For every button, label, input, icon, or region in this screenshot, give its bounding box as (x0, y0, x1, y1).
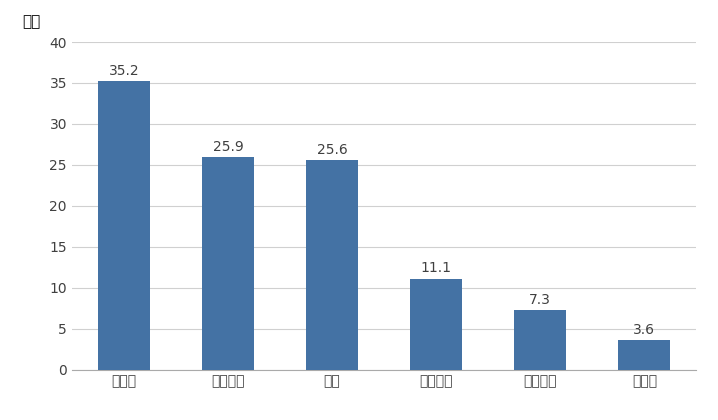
Text: 7.3: 7.3 (529, 293, 551, 307)
Bar (306, 160, 358, 370)
Text: 35.2: 35.2 (108, 64, 139, 78)
Bar (618, 340, 671, 370)
Text: 25.9: 25.9 (213, 140, 243, 154)
Text: 万人: 万人 (22, 14, 40, 29)
Bar (202, 158, 254, 370)
Text: 11.1: 11.1 (421, 261, 452, 276)
Bar (514, 310, 567, 370)
Bar (410, 279, 462, 370)
Text: 3.6: 3.6 (633, 323, 656, 337)
Text: 25.6: 25.6 (317, 143, 348, 157)
Bar (98, 81, 150, 370)
